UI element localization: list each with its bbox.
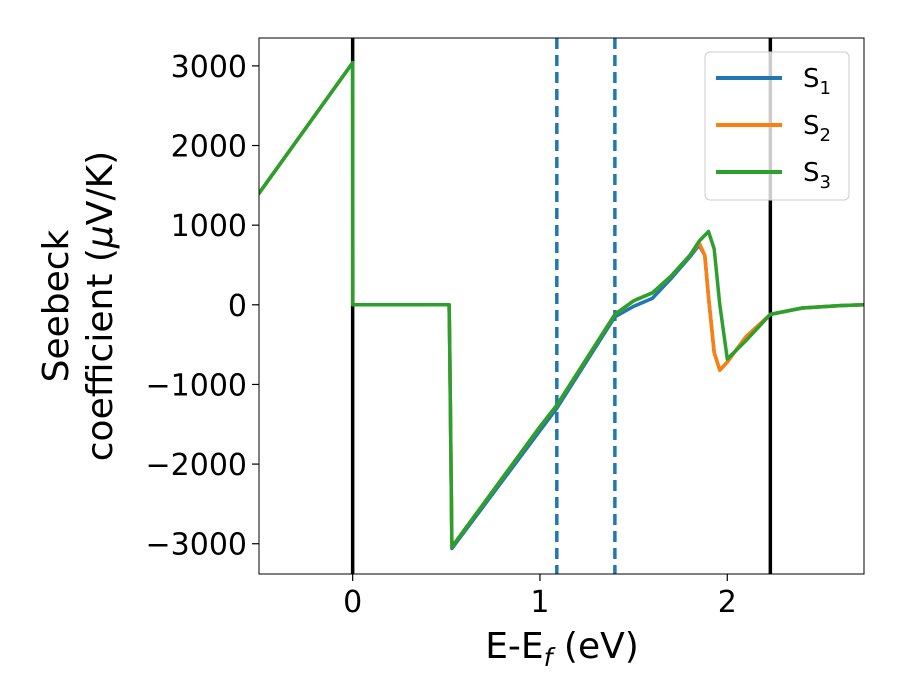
y-tick-label-4: −1000 [146, 368, 247, 403]
y-axis-label-line1: Seebeck [36, 229, 77, 382]
y-axis-label-mu: μ [80, 225, 121, 249]
y-axis-label-line2-prefix: coefficient ( [80, 248, 121, 461]
series-line-s3 [259, 60, 864, 549]
y-axis-label: Seebeck [36, 229, 77, 382]
data-series [259, 60, 864, 551]
x-axis-label-main: E-E [485, 626, 543, 667]
y-tick-label-0: 3000 [171, 50, 247, 85]
plot-frame [258, 37, 865, 575]
x-axis: 0 1 2 [343, 574, 737, 620]
y-axis-label-line2-suffix: V/K) [80, 151, 121, 225]
y-tick-label-6: −3000 [146, 528, 247, 563]
x-tick-label-1: 1 [530, 585, 549, 620]
legend: S1 S2 S3 [704, 51, 850, 201]
x-tick-label-0: 0 [343, 585, 362, 620]
y-tick-label-3: 0 [228, 289, 247, 324]
x-axis-label: E-Ef (eV) [485, 626, 639, 672]
y-axis-label-2: coefficient (μV/K) [80, 151, 121, 461]
y-tick-label-1: 2000 [171, 130, 247, 165]
x-axis-label-unit: (eV) [552, 626, 638, 667]
y-axis: 3000 2000 1000 0 −1000 −2000 −3000 [146, 50, 259, 563]
legend-label-s1: S1 [803, 64, 831, 99]
legend-label-s2: S2 [803, 111, 831, 146]
legend-label-s3: S3 [803, 158, 831, 193]
y-tick-label-2: 1000 [171, 209, 247, 244]
y-tick-label-5: −2000 [146, 448, 247, 483]
x-tick-label-2: 2 [718, 585, 737, 620]
